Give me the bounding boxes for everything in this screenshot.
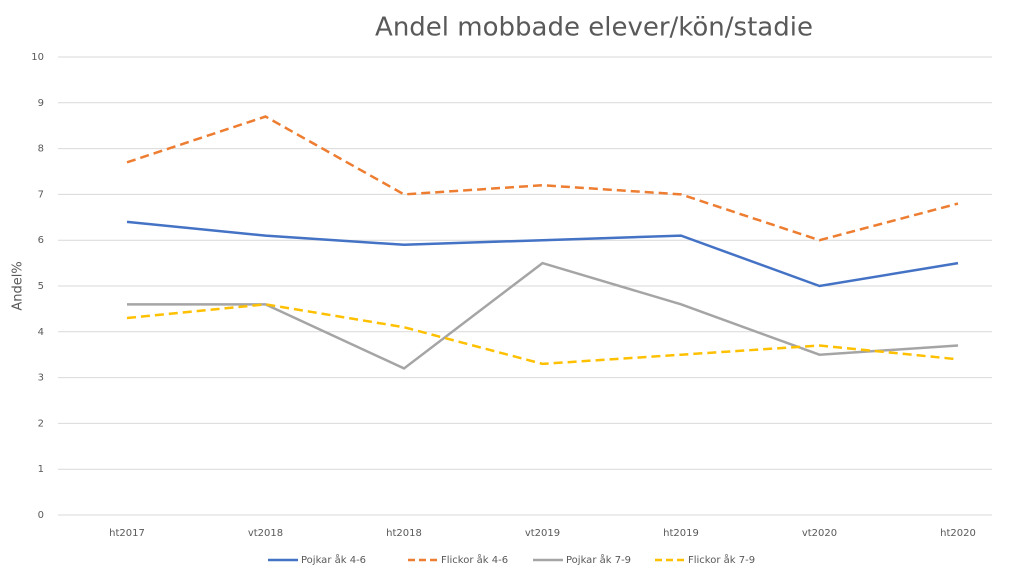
legend-label: Flickor åk 4-6 <box>441 553 508 566</box>
x-tick-label: ht2017 <box>109 528 145 539</box>
legend-label: Pojkar åk 4-6 <box>301 553 366 566</box>
x-tick-label: ht2018 <box>386 528 422 539</box>
series-line <box>126 220 959 288</box>
y-tick-label: 8 <box>38 144 44 155</box>
y-tick-label: 2 <box>38 418 44 429</box>
y-tick-label: 7 <box>38 189 44 200</box>
x-tick-label: ht2020 <box>940 528 976 539</box>
series-line <box>126 115 959 242</box>
y-tick-label: 0 <box>38 510 44 521</box>
y-tick-label: 6 <box>38 235 44 246</box>
y-tick-label: 3 <box>38 373 44 384</box>
y-tick-label: 4 <box>38 327 44 338</box>
x-tick-label: vt2019 <box>525 528 560 539</box>
y-tick-label: 1 <box>38 464 44 475</box>
y-axis-label: Andel% <box>11 261 26 310</box>
x-tick-label: ht2019 <box>663 528 699 539</box>
y-tick-label: 5 <box>38 281 44 292</box>
legend-label: Pojkar åk 7-9 <box>566 553 631 566</box>
x-tick-label: vt2018 <box>248 528 283 539</box>
series-line <box>126 303 959 366</box>
y-tick-label: 10 <box>31 52 44 63</box>
legend-label: Flickor åk 7-9 <box>688 553 755 566</box>
chart-title: Andel mobbade elever/kön/stadie <box>375 13 813 43</box>
series-line <box>127 261 959 370</box>
x-tick-label: vt2020 <box>802 528 837 539</box>
y-tick-label: 9 <box>38 98 44 109</box>
